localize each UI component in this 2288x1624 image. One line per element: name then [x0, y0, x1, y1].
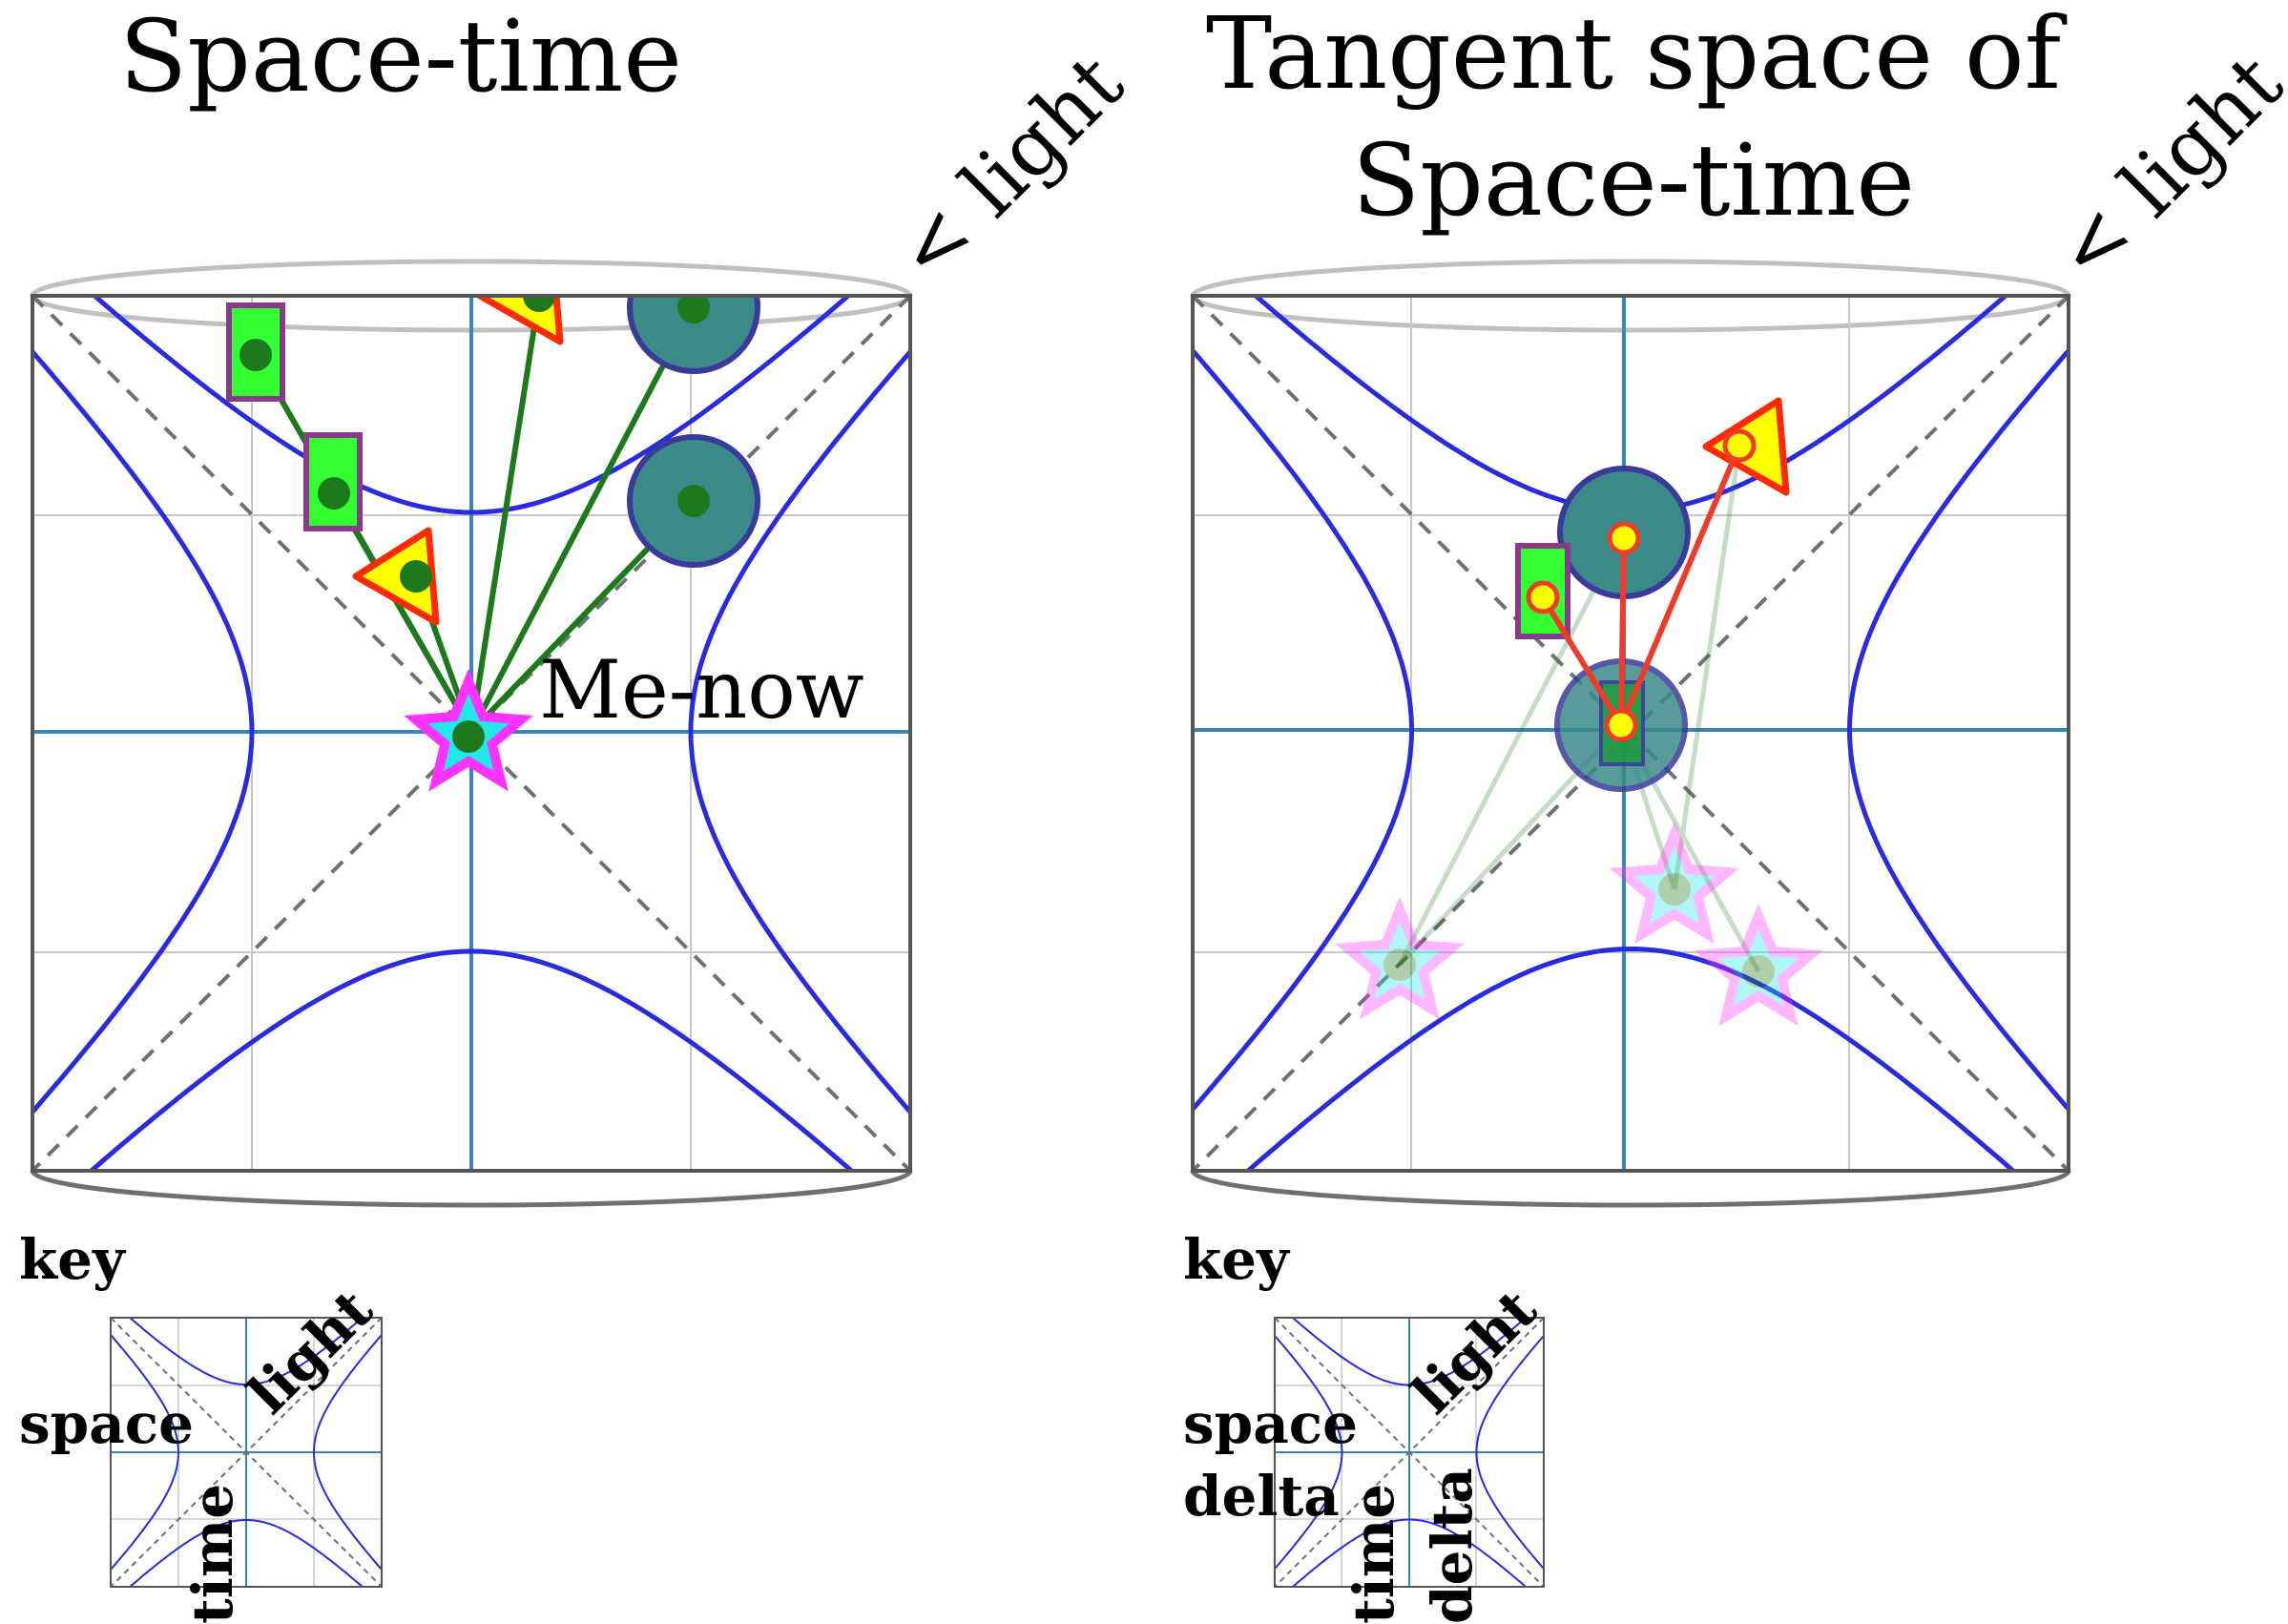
right-tangent-vectors	[1540, 444, 1742, 727]
star-icon	[1610, 821, 1739, 945]
hyperbola-curve	[1193, 346, 1415, 1114]
hyperbola-curve	[1291, 1318, 1528, 1386]
left-circle-marker-2	[627, 434, 760, 568]
right-vector-tips	[1526, 428, 1757, 742]
hyperbola-curve	[32, 347, 255, 1116]
left-key: key space light time	[19, 1227, 385, 1624]
left-key-frame	[110, 1317, 383, 1588]
right-faded-star-1	[1335, 896, 1465, 1020]
hyperbola-curve	[313, 1333, 382, 1572]
hyperbola-curve	[1475, 1334, 1544, 1571]
hyperbola-curve	[111, 1333, 179, 1572]
left-plot-frame	[31, 294, 912, 1173]
right-key: key space delta light time delta	[1183, 1227, 1550, 1624]
left-triangle-marker-2	[476, 296, 564, 345]
right-key-light-label: light	[1400, 1277, 1550, 1426]
left-hyperbolae	[32, 296, 910, 1171]
right-key-time-label-2: delta	[1420, 1468, 1485, 1624]
left-triangle-marker-1	[352, 527, 440, 626]
left-panel: Space-time	[19, 0, 1141, 1624]
right-title-line2: Space-time	[1352, 122, 1915, 239]
left-rect-marker-2	[303, 432, 363, 531]
right-key-frame	[1274, 1317, 1545, 1588]
hyperbola-curve	[1275, 1334, 1343, 1571]
star-icon	[1694, 903, 1823, 1027]
left-worldlines	[253, 296, 697, 735]
hyperbola-curve	[128, 1519, 364, 1587]
right-light-label: < light	[2037, 36, 2288, 300]
hyperbola-curve	[1244, 946, 2017, 1171]
right-key-heading: key	[1183, 1227, 1291, 1292]
hyperbola-curve	[91, 296, 852, 515]
right-plot-frame	[1191, 294, 2070, 1173]
cylinder-bottom-rim	[30, 1170, 913, 1208]
left-rect-marker-1	[226, 302, 285, 402]
right-plot	[1193, 296, 2069, 1171]
left-key-space-label: space	[19, 1391, 194, 1456]
hyperbola-curve	[87, 948, 856, 1171]
right-faded-star-3	[1694, 903, 1823, 1027]
left-circle-marker-1	[627, 296, 760, 374]
hyperbola-curve	[128, 1318, 364, 1385]
hyperbola-curve	[1846, 346, 2069, 1114]
right-cylinder-bottom-rim	[1190, 1170, 2071, 1208]
left-key-heading: key	[19, 1227, 127, 1292]
right-key-space-label: space	[1183, 1391, 1358, 1456]
star-icon	[1335, 896, 1465, 1020]
left-key-light-label: light	[236, 1277, 385, 1426]
left-plot	[32, 296, 910, 1171]
me-now-label: Me-now	[539, 643, 864, 737]
left-light-label: < light	[878, 36, 1141, 300]
teal-circle-icon	[627, 296, 760, 374]
right-panel: Tangent space of Space-time	[1183, 0, 2288, 1624]
left-key-time-label: time	[180, 1484, 245, 1624]
right-title-line1: Tangent space of	[1206, 0, 2068, 112]
hyperbola-curve	[688, 347, 910, 1116]
right-faded-star-2	[1610, 821, 1739, 945]
right-key-space-label-2: delta	[1183, 1464, 1340, 1529]
left-title: Space-time	[119, 0, 682, 115]
hyperbola-curve	[1291, 1518, 1528, 1587]
right-key-time-label: time	[1342, 1484, 1406, 1624]
me-now-star-marker	[404, 668, 533, 792]
